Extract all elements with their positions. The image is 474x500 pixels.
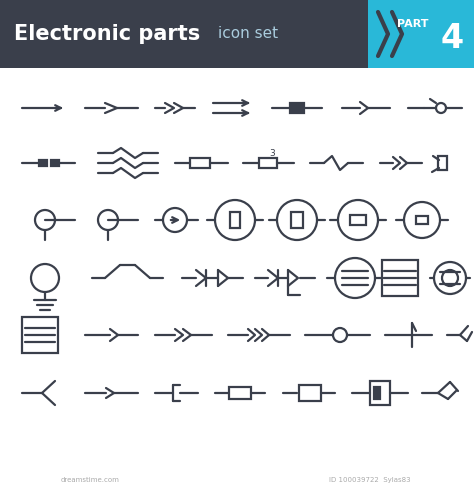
Bar (51, 160, 59, 166)
Bar (299, 385, 321, 401)
Bar (370, 381, 390, 405)
Bar (350, 215, 366, 225)
Bar (39, 160, 47, 166)
Text: ID 100039722  Sylas83: ID 100039722 Sylas83 (329, 477, 411, 483)
Text: icon set: icon set (218, 26, 278, 42)
Text: PART: PART (397, 19, 429, 29)
Bar (230, 212, 240, 228)
Text: 3: 3 (269, 148, 275, 158)
Bar (229, 387, 251, 399)
Bar (259, 158, 277, 168)
Bar (374, 387, 380, 399)
Bar (0, 0, 474, 68)
Text: dreamstime.com: dreamstime.com (61, 477, 119, 483)
Bar (22, 317, 58, 353)
Polygon shape (368, 0, 474, 68)
Text: Electronic parts: Electronic parts (14, 24, 200, 44)
Bar (382, 260, 418, 296)
Bar (291, 212, 303, 228)
Bar (438, 156, 447, 170)
Text: 4: 4 (440, 22, 464, 54)
Bar (416, 216, 428, 224)
Bar (190, 158, 210, 168)
Bar (290, 103, 304, 113)
